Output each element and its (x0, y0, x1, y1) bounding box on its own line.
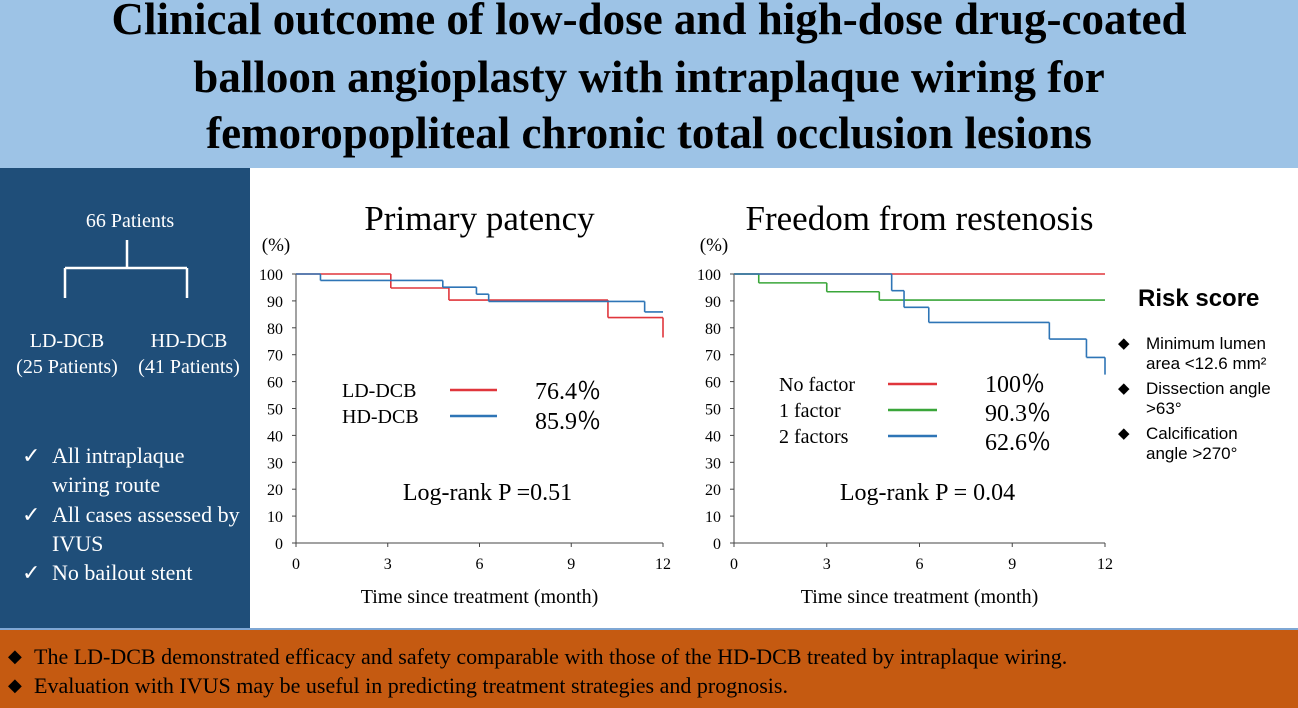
title-line: femoropopliteal chronic total occlusion … (206, 108, 1092, 158)
y-tick-label: 20 (267, 482, 283, 499)
annotation: Log-rank P = 0.04 (840, 480, 1015, 506)
value-label: 90.3％ (985, 401, 1051, 427)
y-tick-label: 40 (267, 428, 283, 445)
x-tick-label: 0 (730, 556, 738, 573)
x-tick-label: 3 (384, 556, 392, 573)
y-tick-label: 10 (267, 509, 283, 526)
group-name: LD-DCB (29, 330, 105, 352)
total: 66 Patients (85, 210, 175, 232)
check-item: All intraplaque wiring route (22, 441, 212, 499)
y-tick-label: 0 (713, 536, 721, 553)
x-tick-label: 12 (1097, 556, 1113, 573)
footer-point: Evaluation with IVUS may be useful in pr… (8, 673, 788, 699)
y-tick-label: 50 (705, 402, 721, 419)
risk-item: Dissection angle >63° (1118, 379, 1296, 419)
value-label: 76.4％ (535, 379, 601, 405)
chart-title: Freedom from restenosis (746, 199, 1094, 238)
x-tick-label: 9 (567, 556, 575, 573)
y-tick-label: 80 (705, 321, 721, 338)
y-tick-label: 10 (705, 509, 721, 526)
legend-label: 2 factors (779, 426, 849, 448)
value-label: 100％ (985, 372, 1045, 398)
group-name: HD-DCB (150, 330, 228, 352)
y-axis-label: (%) (700, 235, 728, 256)
x-tick-label: 0 (292, 556, 300, 573)
legend-label: HD-DCB (342, 406, 419, 428)
footer-point: The LD-DCB demonstrated efficacy and saf… (8, 644, 1067, 670)
header: Clinical outcome of low-dose and high-do… (0, 0, 1298, 168)
legend-label: 1 factor (779, 400, 841, 422)
value-label: 62.6％ (985, 430, 1051, 456)
y-tick-label: 70 (705, 348, 721, 365)
legend-label: No factor (779, 374, 855, 396)
y-axis-label: (%) (262, 235, 290, 256)
left-panel: 66 Patients LD-DCB (25 Patients) HD-DCB … (0, 168, 250, 628)
risk-item: Minimum lumen area <12.6 mm² (1118, 334, 1296, 374)
check-item: No bailout stent (22, 558, 242, 587)
y-tick-label: 40 (705, 428, 721, 445)
y-tick-label: 60 (267, 375, 283, 392)
x-tick-label: 9 (1008, 556, 1016, 573)
x-tick-label: 3 (823, 556, 831, 573)
group-count: (25 Patients) (16, 356, 118, 378)
x-tick-label: 6 (916, 556, 924, 573)
x-axis-label: Time since treatment (month) (361, 586, 599, 608)
x-tick-label: 12 (655, 556, 671, 573)
risk-title: Risk score (1138, 285, 1260, 312)
annotation: Log-rank P =0.51 (403, 480, 572, 506)
legend-label: LD-DCB (342, 380, 416, 402)
x-tick-label: 6 (476, 556, 484, 573)
y-tick-label: 30 (705, 455, 721, 472)
x-axis-label: Time since treatment (month) (801, 586, 1039, 608)
y-tick-label: 100 (697, 267, 721, 284)
check-item: All cases assessed by IVUS (22, 500, 242, 558)
risk-item: Calcification angle >270° (1118, 424, 1266, 464)
y-tick-label: 90 (705, 294, 721, 311)
title-line: balloon angioplasty with intraplaque wir… (193, 52, 1105, 102)
y-tick-label: 0 (275, 536, 283, 553)
y-tick-label: 100 (259, 267, 283, 284)
chart-title: Primary patency (364, 199, 595, 238)
footer: The LD-DCB demonstrated efficacy and saf… (0, 628, 1298, 708)
y-tick-label: 80 (267, 321, 283, 338)
y-tick-label: 70 (267, 348, 283, 365)
y-tick-label: 30 (267, 455, 283, 472)
group-count: (41 Patients) (138, 356, 240, 378)
y-tick-label: 50 (267, 402, 283, 419)
title-line: Clinical outcome of low-dose and high-do… (111, 0, 1187, 44)
value-label: 85.9％ (535, 409, 601, 435)
charts: Primary patency (%) Time since treatment (… (259, 199, 1113, 608)
y-tick-label: 60 (705, 375, 721, 392)
y-tick-label: 90 (267, 294, 283, 311)
y-tick-label: 20 (705, 482, 721, 499)
tree (63, 240, 189, 298)
